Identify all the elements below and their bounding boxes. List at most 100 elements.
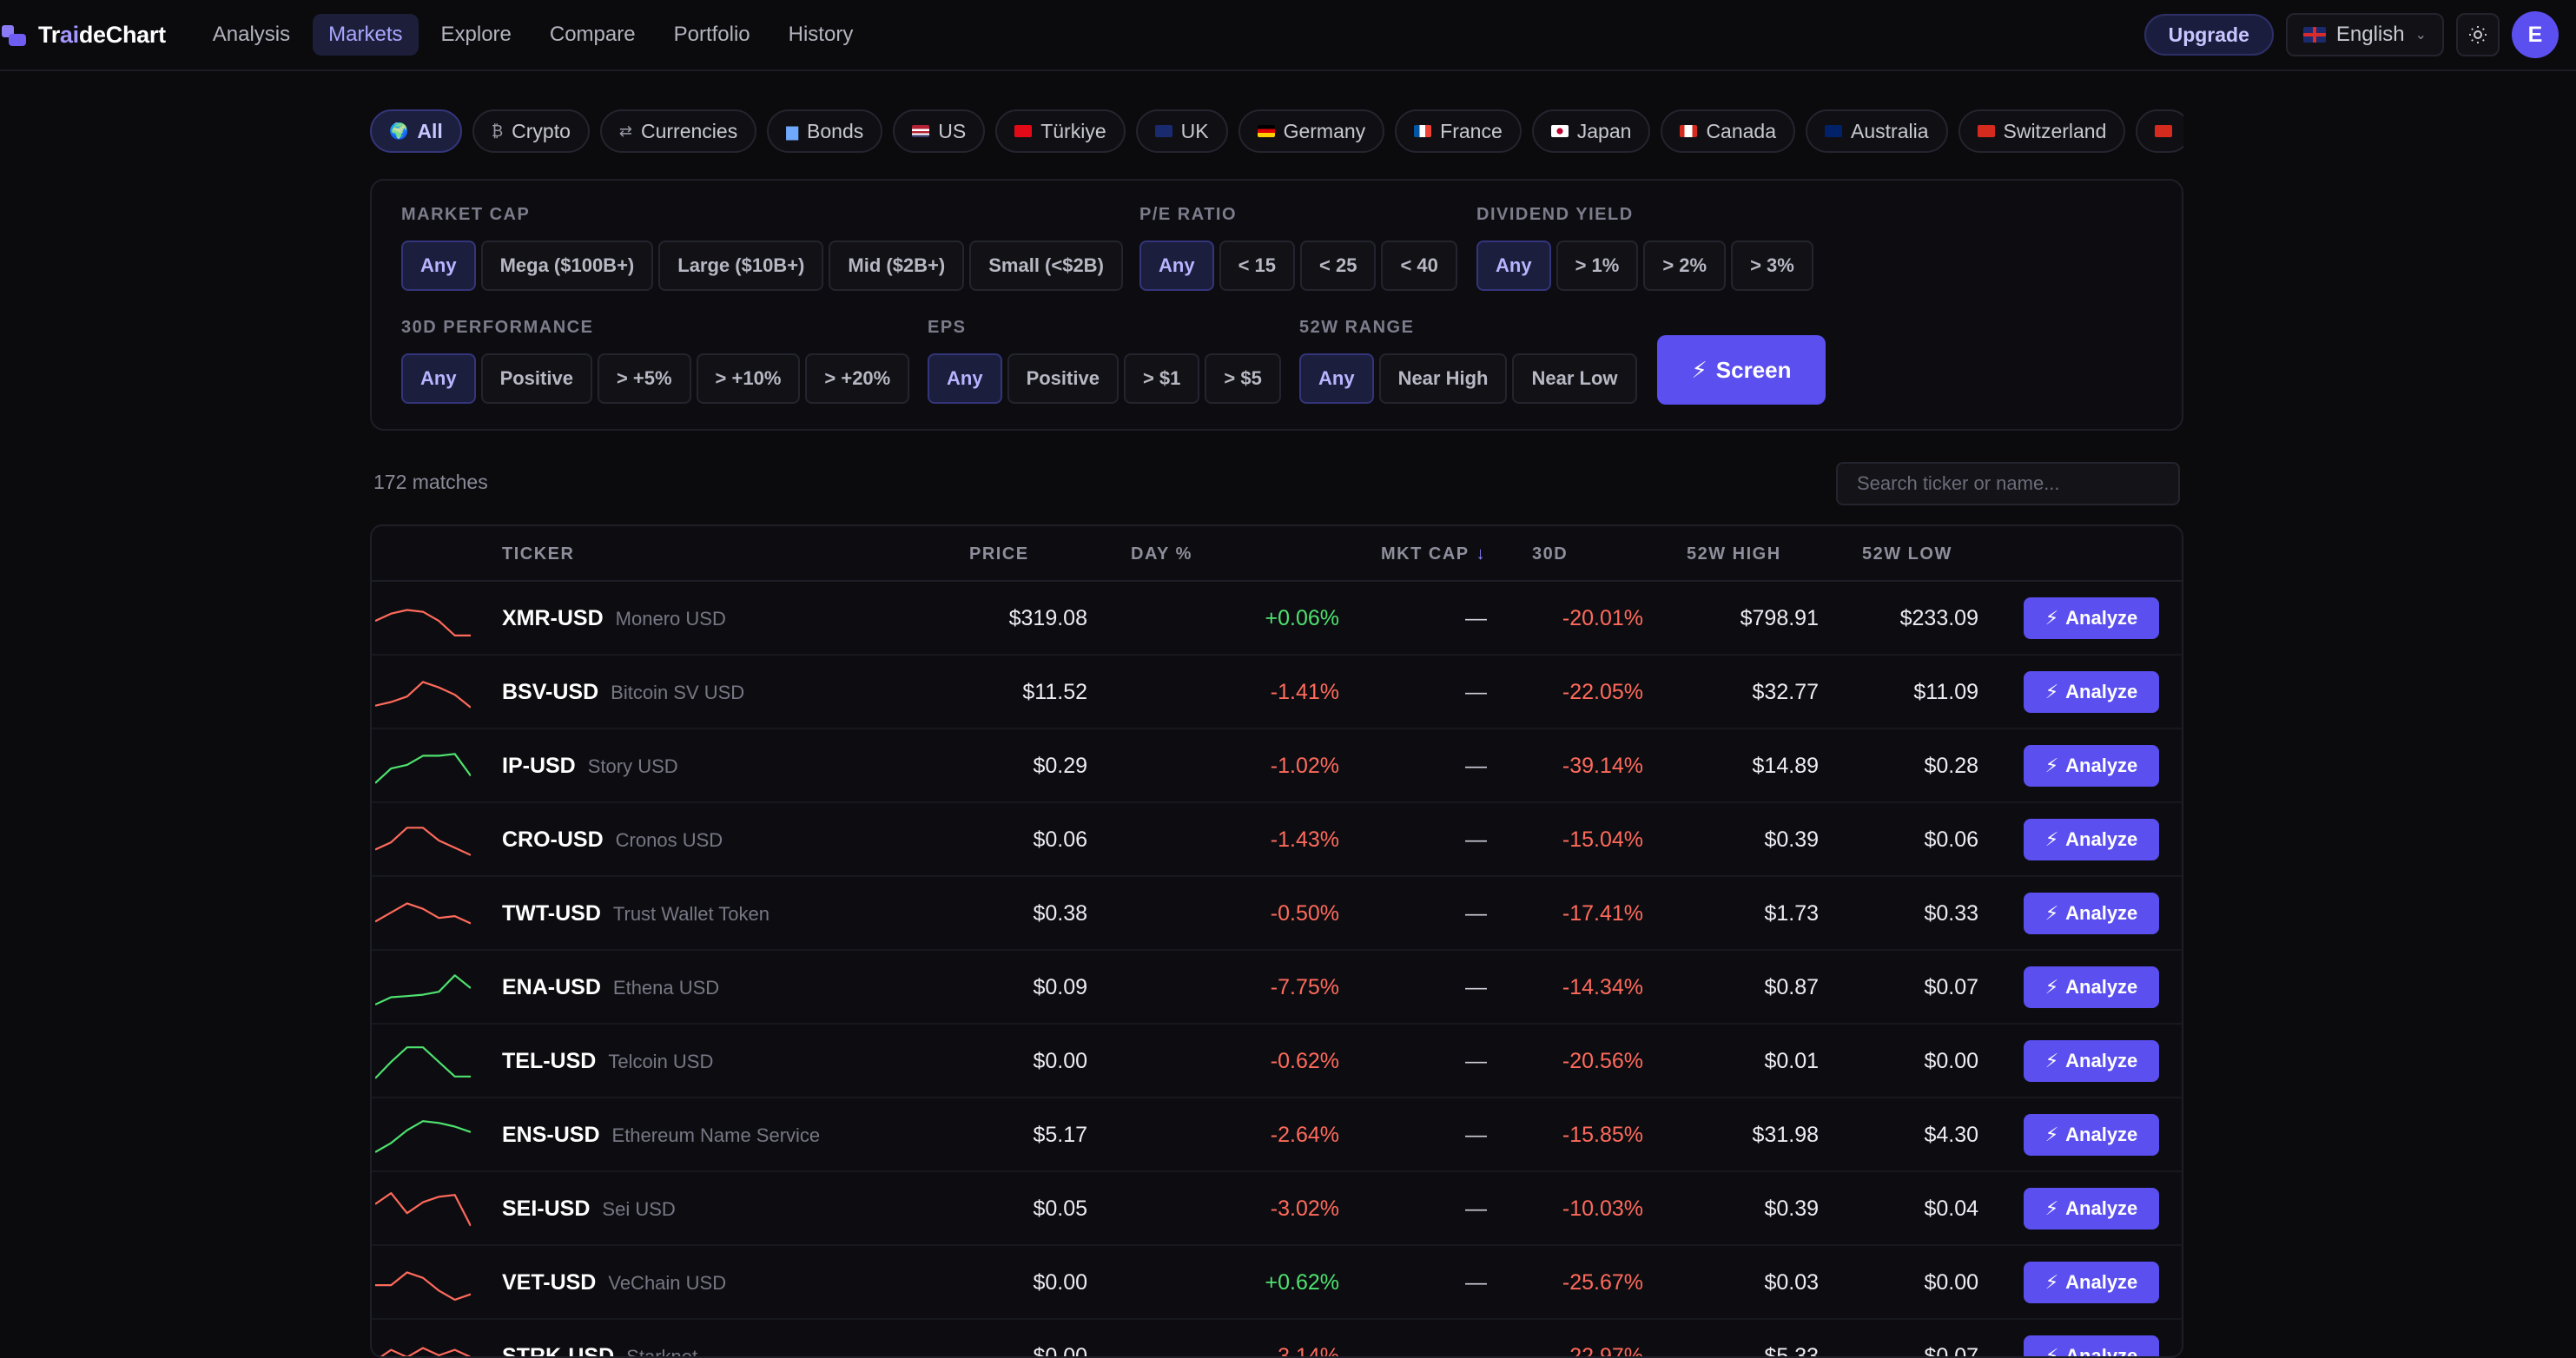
dividend-yield-option[interactable]: > 3%	[1731, 241, 1813, 291]
col-price[interactable]: PRICE	[969, 526, 1029, 582]
mktcap-cell: —	[1465, 1246, 1487, 1320]
col-30d[interactable]: 30D	[1532, 526, 1568, 582]
chip-us[interactable]: US	[893, 109, 985, 153]
pe-ratio-option[interactable]: Any	[1139, 241, 1214, 291]
chip-canada[interactable]: Canada	[1661, 109, 1795, 153]
range-52w-option[interactable]: Near Low	[1512, 353, 1636, 404]
change-30d-cell: -20.56%	[1562, 1025, 1643, 1098]
analyze-button[interactable]: ⚡Analyze	[2024, 1262, 2159, 1303]
nav-link-history[interactable]: History	[773, 14, 869, 56]
screen-button[interactable]: ⚡ Screen	[1657, 335, 1826, 405]
chip-germany[interactable]: Germany	[1238, 109, 1385, 153]
market-cap-option[interactable]: Small (<$2B)	[969, 241, 1123, 291]
analyze-button[interactable]: ⚡Analyze	[2024, 597, 2159, 639]
analyze-button[interactable]: ⚡Analyze	[2024, 745, 2159, 787]
sparkline-path	[375, 1121, 471, 1152]
chip-france[interactable]: France	[1395, 109, 1522, 153]
col-day[interactable]: DAY %	[1131, 526, 1192, 582]
chip-switzerland[interactable]: Switzerland	[1958, 109, 2126, 153]
col-ticker[interactable]: TICKER	[502, 526, 574, 582]
chip-currencies[interactable]: ⇄Currencies	[600, 109, 756, 153]
dividend-yield-option[interactable]: > 1%	[1556, 241, 1639, 291]
mktcap-cell: —	[1465, 1320, 1487, 1358]
chip-bonds[interactable]: ▆Bonds	[767, 109, 882, 153]
dividend-yield-option[interactable]: > 2%	[1643, 241, 1726, 291]
range-52w-option[interactable]: Any	[1299, 353, 1374, 404]
analyze-button[interactable]: ⚡Analyze	[2024, 819, 2159, 860]
nav-link-markets[interactable]: Markets	[313, 14, 418, 56]
perf-30d-option[interactable]: Any	[401, 353, 476, 404]
analyze-button[interactable]: ⚡Analyze	[2024, 966, 2159, 1008]
mktcap-cell: —	[1465, 1172, 1487, 1246]
analyze-button[interactable]: ⚡Analyze	[2024, 1188, 2159, 1229]
chip-uk[interactable]: UK	[1136, 109, 1228, 153]
upgrade-button[interactable]: Upgrade	[2144, 14, 2274, 56]
perf-30d-option[interactable]: > +20%	[805, 353, 909, 404]
eps-option[interactable]: Any	[928, 353, 1002, 404]
market-cap-option[interactable]: Mid ($2B+)	[829, 241, 964, 291]
analyze-button[interactable]: ⚡Analyze	[2024, 671, 2159, 713]
chip-japan[interactable]: Japan	[1532, 109, 1651, 153]
nav-link-portfolio[interactable]: Portfolio	[658, 14, 766, 56]
theme-toggle-button[interactable]	[2456, 13, 2500, 56]
day-change-cell: -0.50%	[1271, 877, 1339, 951]
eps-option[interactable]: > $5	[1205, 353, 1280, 404]
pe-ratio-option[interactable]: < 25	[1300, 241, 1376, 291]
market-cap-option[interactable]: Mega ($100B+)	[481, 241, 654, 291]
brand[interactable]: TraideChart	[0, 0, 166, 70]
market-cap-option[interactable]: Any	[401, 241, 476, 291]
chip-all[interactable]: 🌍All	[370, 109, 462, 153]
eps-option[interactable]: > $1	[1124, 353, 1199, 404]
perf-30d-option[interactable]: > +5%	[598, 353, 691, 404]
chip-trkiye[interactable]: Türkiye	[995, 109, 1125, 153]
nav-link-compare[interactable]: Compare	[534, 14, 651, 56]
chip-australia[interactable]: Australia	[1806, 109, 1947, 153]
analyze-button[interactable]: ⚡Analyze	[2024, 1335, 2159, 1358]
analyze-button[interactable]: ⚡Analyze	[2024, 893, 2159, 934]
dividend-yield-option[interactable]: Any	[1476, 241, 1551, 291]
chip-crypto[interactable]: ₿Crypto	[472, 109, 590, 153]
pe-ratio-option[interactable]: < 40	[1381, 241, 1456, 291]
language-select[interactable]: English ⌄	[2286, 13, 2444, 56]
high-52w-cell: $0.39	[1764, 803, 1819, 877]
eps-option[interactable]: Positive	[1007, 353, 1119, 404]
chip-more[interactable]	[2136, 109, 2183, 153]
ticker-name: Telcoin USD	[608, 1051, 713, 1073]
analyze-button[interactable]: ⚡Analyze	[2024, 1040, 2159, 1082]
perf-30d-option[interactable]: > +10%	[697, 353, 801, 404]
avatar[interactable]: E	[2512, 11, 2559, 58]
col-mktcap[interactable]: MKT CAP ↓	[1381, 526, 1486, 582]
col-52w-low[interactable]: 52W LOW	[1862, 526, 1952, 582]
perf-30d-option[interactable]: Positive	[481, 353, 592, 404]
market-cap-option[interactable]: Large ($10B+)	[658, 241, 823, 291]
pe-ratio-option[interactable]: < 15	[1219, 241, 1295, 291]
analyze-button[interactable]: ⚡Analyze	[2024, 1114, 2159, 1156]
range-52w-option[interactable]: Near High	[1379, 353, 1508, 404]
nav-link-explore[interactable]: Explore	[426, 14, 527, 56]
col-52w-high[interactable]: 52W HIGH	[1687, 526, 1781, 582]
nav-link-analysis[interactable]: Analysis	[197, 14, 306, 56]
search-input[interactable]	[1836, 462, 2180, 505]
